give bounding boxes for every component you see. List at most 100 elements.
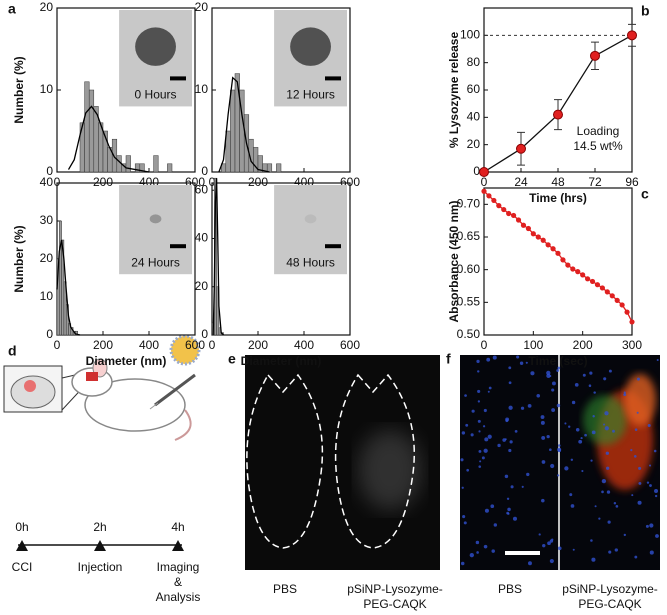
tem-inset bbox=[119, 185, 192, 275]
y-tick-label: 20 bbox=[40, 0, 54, 14]
point bbox=[481, 188, 487, 194]
point bbox=[530, 231, 536, 237]
nucleus bbox=[594, 505, 597, 508]
nucleus bbox=[477, 389, 481, 394]
nucleus bbox=[510, 485, 514, 489]
nucleus bbox=[612, 429, 615, 433]
nucleus bbox=[546, 434, 550, 439]
nucleus bbox=[481, 456, 485, 460]
nucleus bbox=[614, 548, 618, 552]
nucleus bbox=[551, 538, 554, 541]
point bbox=[575, 269, 581, 275]
y-tick-label: 30 bbox=[40, 213, 54, 227]
image-caption: pSiNP-Lysozyme- bbox=[562, 582, 658, 596]
nucleus bbox=[615, 505, 619, 508]
nucleus bbox=[591, 430, 596, 435]
nucleus bbox=[557, 366, 561, 370]
x-axis-label: Time (sec) bbox=[528, 354, 587, 368]
point bbox=[555, 250, 561, 256]
nucleus bbox=[471, 409, 475, 413]
histogram-bar bbox=[276, 163, 282, 173]
y-tick-label: 40 bbox=[195, 231, 209, 245]
particle-image bbox=[290, 27, 331, 66]
x-tick-label: 0 bbox=[481, 175, 488, 189]
histogram-bar bbox=[88, 89, 95, 173]
nucleus bbox=[581, 469, 584, 473]
nucleus bbox=[556, 369, 560, 372]
x-tick-label: 0 bbox=[54, 338, 61, 352]
nucleus bbox=[647, 424, 651, 428]
nucleus bbox=[461, 486, 464, 489]
y-tick-label: 40 bbox=[40, 175, 54, 189]
point bbox=[599, 285, 606, 291]
nucleus bbox=[526, 472, 530, 477]
nucleus bbox=[462, 515, 466, 519]
fit-curve bbox=[218, 76, 270, 173]
x-tick-label: 0 bbox=[481, 338, 488, 352]
nucleus bbox=[630, 448, 633, 452]
nucleus bbox=[590, 539, 593, 542]
x-tick-label: 300 bbox=[622, 338, 642, 352]
nucleus bbox=[463, 521, 467, 525]
point bbox=[545, 242, 551, 248]
y-tick-label: 10 bbox=[40, 289, 54, 303]
y-axis-label: % Lysozyme release bbox=[447, 32, 461, 149]
nucleus bbox=[527, 561, 532, 566]
nucleus bbox=[568, 425, 571, 428]
histogram-bar bbox=[111, 138, 118, 173]
nucleus bbox=[469, 552, 474, 558]
nucleus bbox=[653, 449, 657, 453]
image-caption: pSiNP-Lysozyme- bbox=[347, 582, 443, 596]
y-tick-label: 40 bbox=[467, 110, 481, 124]
tem-inset bbox=[274, 185, 347, 275]
nucleus bbox=[506, 497, 510, 500]
nucleus bbox=[487, 434, 492, 439]
nucleus bbox=[505, 419, 509, 423]
nucleus bbox=[556, 403, 561, 408]
fit-curve bbox=[56, 239, 81, 336]
nucleus bbox=[527, 404, 532, 408]
histogram-bar bbox=[84, 81, 90, 173]
signal-glow bbox=[358, 430, 422, 510]
point bbox=[553, 109, 563, 120]
nucleus bbox=[604, 426, 609, 431]
y-tick-label: 60 bbox=[467, 82, 481, 96]
nucleus bbox=[540, 420, 545, 425]
nucleus bbox=[478, 449, 482, 453]
nucleus bbox=[570, 504, 575, 508]
timeline-event: Analysis bbox=[156, 590, 201, 604]
nucleus bbox=[506, 511, 510, 515]
nucleus bbox=[603, 377, 607, 381]
nucleus bbox=[504, 438, 507, 441]
point bbox=[629, 319, 635, 325]
x-tick-label: 0 bbox=[209, 175, 216, 189]
nucleus bbox=[580, 436, 583, 440]
nucleus bbox=[601, 490, 604, 494]
nucleus bbox=[631, 494, 634, 497]
point bbox=[486, 193, 492, 199]
y-tick-label: 0.60 bbox=[457, 262, 481, 276]
nucleus bbox=[654, 489, 659, 494]
y-tick-label: 20 bbox=[195, 0, 209, 14]
nucleus bbox=[476, 359, 480, 364]
nucleus bbox=[558, 444, 561, 447]
nucleus bbox=[497, 443, 501, 448]
nucleus bbox=[541, 435, 546, 440]
y-tick-label: 0 bbox=[473, 164, 480, 178]
nucleus bbox=[550, 463, 555, 469]
nucleus bbox=[476, 551, 479, 554]
nucleus bbox=[516, 355, 520, 359]
nucleus bbox=[540, 415, 545, 419]
nucleus bbox=[549, 558, 554, 564]
nucleus bbox=[608, 550, 612, 554]
nucleus bbox=[634, 428, 638, 431]
nucleus bbox=[623, 533, 626, 537]
point bbox=[496, 203, 502, 209]
nucleus bbox=[608, 369, 612, 373]
nucleus bbox=[484, 508, 489, 513]
panel-label: f bbox=[446, 351, 451, 367]
nucleus bbox=[638, 481, 642, 485]
x-tick-label: 200 bbox=[93, 338, 113, 352]
